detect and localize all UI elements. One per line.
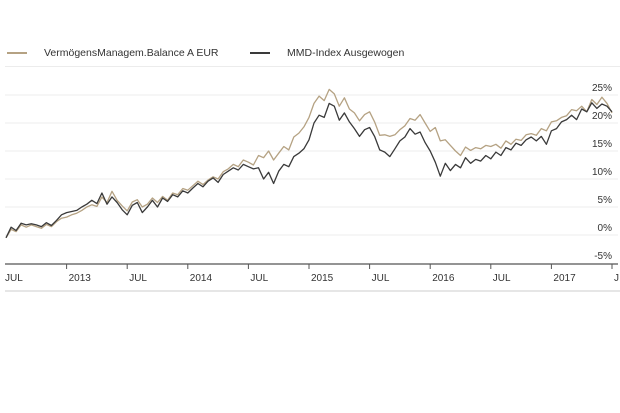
legend-swatch-fund [7,52,27,54]
x-tick-label: JUL [250,273,268,284]
y-tick-label: 20% [592,111,612,122]
series-lines [5,88,613,239]
legend-item-index[interactable]: MMD-Index Ausgewogen [250,47,404,59]
y-tick-label: 25% [592,83,612,94]
x-tick-label: 2013 [69,273,92,284]
gridlines [5,94,618,236]
y-tick-label: 5% [598,195,613,206]
x-tick-label: 2016 [432,273,455,284]
x-tick-label: 2017 [553,273,576,284]
y-axis-labels: 25% 20% 15% 10% 5% 0% -5% [592,83,612,262]
y-tick-label: 0% [598,223,613,234]
legend-label-fund: VermögensManagem.Balance A EUR [44,47,219,59]
x-tick-label: 2014 [190,273,213,284]
series-line-index [5,102,613,239]
x-tick-label: 2015 [311,273,334,284]
legend-swatch-index [250,52,270,54]
x-tick-label: JUL [129,273,147,284]
series-line-fund [5,88,613,239]
x-tick-label: J [614,273,619,284]
chart-legend: VermögensManagem.Balance A EUR MMD-Index… [0,47,620,61]
x-axis: JUL 2013 JUL 2014 JUL 2015 JUL 2016 JUL 2017 J [5,263,619,284]
x-tick-label: JUL [5,273,23,284]
y-tick-label: 15% [592,139,612,150]
y-tick-label: 10% [592,167,612,178]
y-tick-label: -5% [594,251,612,262]
legend-label-index: MMD-Index Ausgewogen [287,47,405,59]
x-tick-label: JUL [493,273,511,284]
legend-divider [5,66,620,67]
x-tick-label: JUL [372,273,390,284]
bottom-divider [5,290,620,292]
line-chart: 25% 20% 15% 10% 5% 0% -5% JUL 2013 JUL 2014 JUL 201… [5,83,619,284]
legend-item-fund[interactable]: VermögensManagem.Balance A EUR [7,47,219,59]
